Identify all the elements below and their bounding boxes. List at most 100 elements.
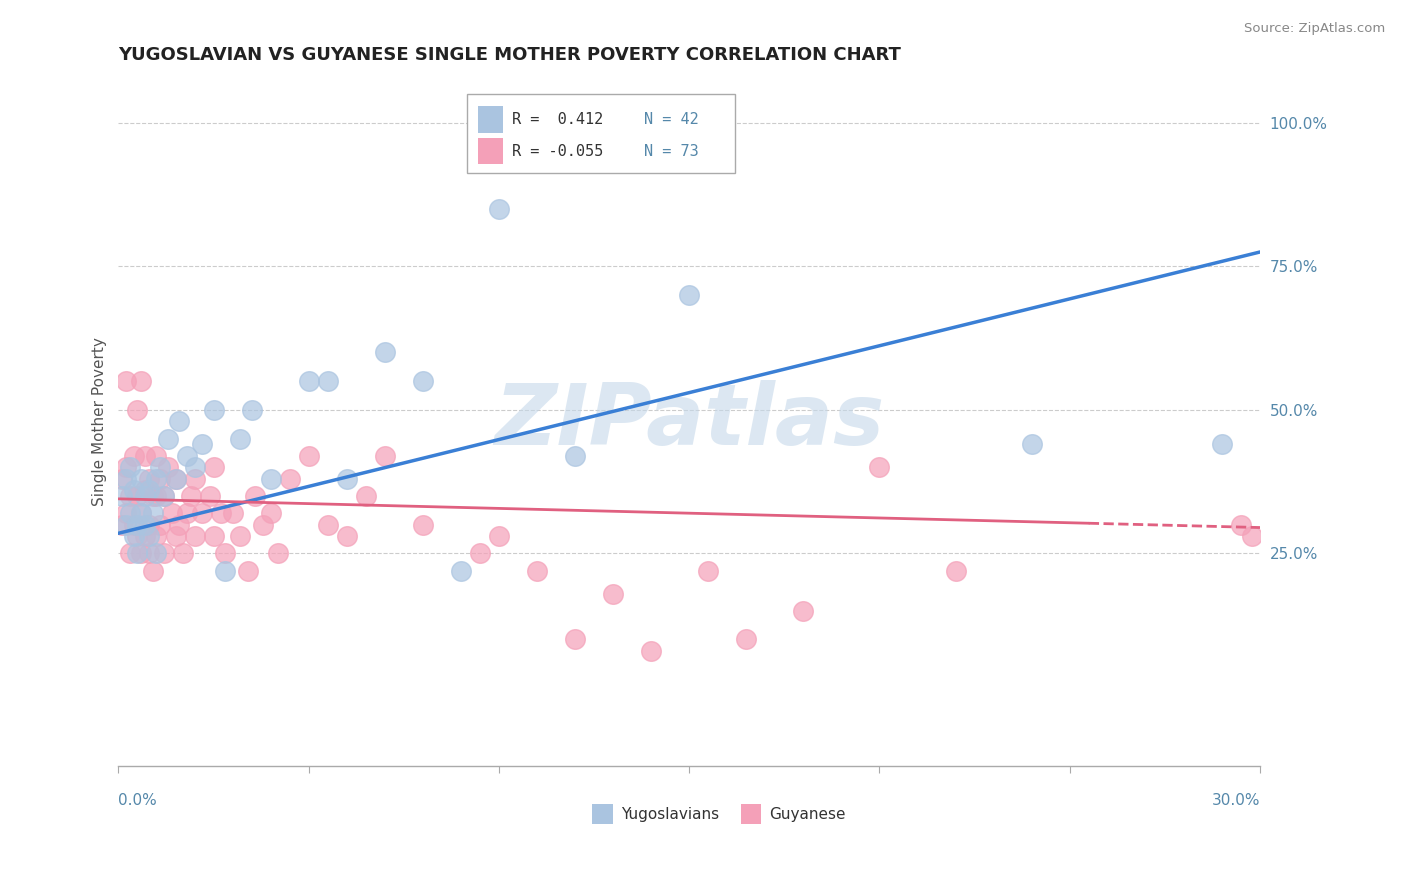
Point [138,529,160,543]
Point [526,564,548,578]
Point [678,288,700,302]
Y-axis label: Single Mother Poverty: Single Mother Poverty [93,337,107,506]
Point [945,564,967,578]
Text: Guyanese: Guyanese [769,806,845,822]
Point [374,345,396,359]
Bar [741,805,761,823]
Point [165,472,187,486]
Point [298,449,321,463]
Point [202,402,225,417]
Point [142,506,165,520]
Point [153,489,176,503]
Point [259,506,281,520]
Point [156,432,179,446]
Point [115,517,138,532]
Point [127,489,149,503]
Point [374,449,396,463]
Point [134,483,156,498]
Point [149,460,172,475]
Point [869,460,891,475]
Point [602,586,624,600]
Point [259,472,281,486]
Point [127,529,149,543]
Text: YUGOSLAVIAN VS GUYANESE SINGLE MOTHER POVERTY CORRELATION CHART: YUGOSLAVIAN VS GUYANESE SINGLE MOTHER PO… [118,46,901,64]
Point [354,489,377,503]
Point [145,449,167,463]
Text: N = 73: N = 73 [644,144,699,159]
Point [202,529,225,543]
Point [142,564,165,578]
Point [129,506,152,520]
Point [468,546,491,560]
Point [183,472,205,486]
Point [412,374,434,388]
Point [488,529,510,543]
Point [336,529,359,543]
Point [111,517,134,532]
Point [735,632,758,647]
Point [336,472,359,486]
Point [153,546,176,560]
Point [122,449,145,463]
Point [229,432,252,446]
Bar [478,138,503,164]
Point [252,517,274,532]
Point [169,517,191,532]
Point [278,472,301,486]
Point [165,529,187,543]
Point [564,632,586,647]
Point [138,483,160,498]
Point [127,402,149,417]
Point [316,374,339,388]
Point [316,517,339,532]
Text: 30.0%: 30.0% [1212,793,1260,807]
Point [191,437,214,451]
Point [122,529,145,543]
Point [129,472,152,486]
Point [134,529,156,543]
Point [160,506,183,520]
Point [134,449,156,463]
Point [118,460,141,475]
Point [118,546,141,560]
Point [412,517,434,532]
Text: Yugoslavians: Yugoslavians [620,806,718,822]
Point [149,517,172,532]
Point [145,489,167,503]
Point [214,546,236,560]
Point [138,472,160,486]
Point [1021,437,1043,451]
Point [115,374,138,388]
Point [792,604,814,618]
Point [134,517,156,532]
Point [176,449,198,463]
Point [191,506,214,520]
Point [115,460,138,475]
Text: 0.0%: 0.0% [118,793,157,807]
Point [111,472,134,486]
Point [169,414,191,428]
Point [198,489,221,503]
Bar [592,805,613,823]
Point [118,489,141,503]
Point [138,546,160,560]
Point [1211,437,1233,451]
Text: Source: ZipAtlas.com: Source: ZipAtlas.com [1244,22,1385,36]
Text: R = -0.055: R = -0.055 [512,144,603,159]
Point [134,489,156,503]
Point [127,517,149,532]
Point [240,402,263,417]
Point [214,564,236,578]
Point [129,374,152,388]
Point [640,644,662,658]
Bar [478,106,503,133]
Point [172,546,194,560]
Point [129,506,152,520]
Point [176,506,198,520]
Text: N = 42: N = 42 [644,112,699,127]
FancyBboxPatch shape [467,95,735,173]
Point [1241,529,1264,543]
Point [142,489,165,503]
Point [153,489,176,503]
Point [115,506,138,520]
